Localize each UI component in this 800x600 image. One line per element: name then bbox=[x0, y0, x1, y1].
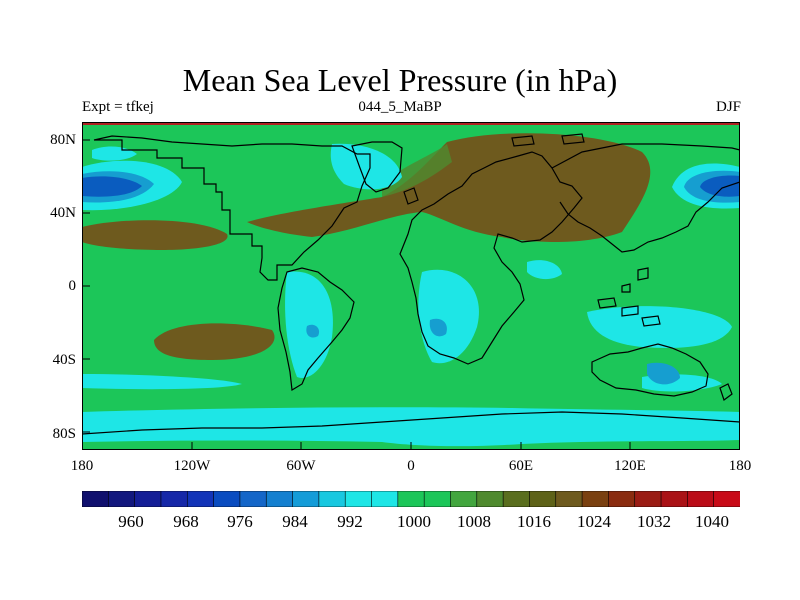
colorbar-label-1040: 1040 bbox=[695, 512, 729, 531]
top-strip bbox=[82, 122, 740, 125]
congo-core bbox=[429, 318, 447, 337]
uk-islands bbox=[403, 187, 419, 205]
australian-low bbox=[587, 306, 732, 348]
map-panel bbox=[82, 122, 740, 450]
colorbar-swatch bbox=[502, 491, 531, 507]
colorbar-swatch bbox=[608, 491, 636, 507]
indonesia-islands bbox=[597, 297, 661, 327]
colorbar-swatch bbox=[713, 491, 740, 507]
tick-marks bbox=[82, 139, 631, 450]
colorbar-label-992: 992 bbox=[337, 512, 363, 531]
period-label: 044_5_MaBP bbox=[358, 99, 442, 115]
south-american-low bbox=[285, 271, 333, 378]
australia-core bbox=[647, 362, 680, 385]
europe-africa-coast bbox=[399, 151, 583, 365]
aleutian-core-east-deep bbox=[700, 175, 740, 197]
north-atlantic-low bbox=[330, 143, 402, 190]
subtropical-high-west bbox=[82, 220, 228, 250]
colorbar-swatch bbox=[423, 491, 452, 507]
lon-label-120e: 120E bbox=[614, 458, 646, 474]
colorbar-swatch bbox=[529, 491, 557, 507]
high-olive-edge bbox=[382, 144, 452, 197]
colorbar-swatch bbox=[660, 491, 689, 507]
asia-coast bbox=[551, 143, 740, 253]
greenland-coast bbox=[351, 141, 403, 193]
pressure-map bbox=[82, 122, 740, 450]
colorbar-swatch bbox=[265, 491, 294, 507]
south-america-coast bbox=[277, 267, 355, 391]
colorbar-label-1016: 1016 bbox=[517, 512, 551, 531]
lat-label-40n: 40N bbox=[50, 205, 76, 221]
arctic-islands bbox=[511, 133, 585, 147]
colorbar-swatch bbox=[555, 491, 583, 507]
arabian-low-patch bbox=[527, 260, 562, 280]
lat-label-80n: 80N bbox=[50, 132, 76, 148]
colorbar-swatch bbox=[634, 491, 662, 507]
lon-label-180-right: 180 bbox=[728, 458, 752, 474]
colorbar-swatch bbox=[318, 491, 347, 507]
lat-label-0: 0 bbox=[68, 278, 77, 294]
north-america-coast bbox=[93, 135, 371, 281]
colorbar bbox=[82, 491, 740, 507]
aleutian-core-west-deep bbox=[82, 176, 142, 197]
colorbar-label-968: 968 bbox=[173, 512, 199, 531]
colorbar-swatch bbox=[160, 491, 189, 507]
colorbar-swatch bbox=[134, 491, 162, 507]
colorbar-label-1000: 1000 bbox=[397, 512, 431, 531]
lon-label-60e: 60E bbox=[508, 458, 534, 474]
lat-label-40s: 40S bbox=[52, 352, 76, 368]
colorbar-swatch bbox=[213, 491, 241, 507]
asian-high-region bbox=[247, 133, 651, 242]
colorbar-label-1024: 1024 bbox=[577, 512, 611, 531]
antarctica-coast bbox=[82, 411, 740, 435]
colorbar-swatch bbox=[344, 491, 373, 507]
new-zealand bbox=[719, 383, 733, 401]
lat-label-80s: 80S bbox=[52, 426, 76, 442]
colorbar-label-1032: 1032 bbox=[637, 512, 671, 531]
southern-ocean-low bbox=[82, 407, 740, 447]
colorbar-swatch bbox=[371, 491, 399, 507]
season-label: DJF bbox=[715, 99, 741, 115]
colorbar-swatch bbox=[108, 491, 136, 507]
colorbar-swatch bbox=[239, 491, 268, 507]
colorbar-swatch bbox=[450, 491, 478, 507]
colorbar-swatch bbox=[476, 491, 504, 507]
colorbar-swatch bbox=[82, 491, 110, 507]
lon-label-0: 0 bbox=[407, 458, 415, 474]
colorbar-swatch bbox=[397, 491, 425, 507]
japan-islands bbox=[621, 267, 649, 293]
colorbar-swatch bbox=[687, 491, 715, 507]
coastlines bbox=[82, 133, 740, 435]
lon-label-180-left: 180 bbox=[70, 458, 94, 474]
colorbar-label-960: 960 bbox=[118, 512, 144, 531]
colorbar-label-1008: 1008 bbox=[457, 512, 491, 531]
colorbar-label-976: 976 bbox=[227, 512, 253, 531]
african-low bbox=[418, 269, 479, 364]
colorbar-label-984: 984 bbox=[282, 512, 308, 531]
lon-label-60w: 60W bbox=[286, 458, 316, 474]
colorbar-swatch bbox=[186, 491, 215, 507]
experiment-label: Expt = tfkej bbox=[82, 99, 154, 115]
amazon-core bbox=[306, 324, 320, 338]
colorbar-swatch bbox=[292, 491, 320, 507]
austral-low-north-strip bbox=[82, 374, 242, 390]
chart-title: Mean Sea Level Pressure (in hPa) bbox=[182, 62, 618, 98]
colorbar-swatch bbox=[581, 491, 610, 507]
lon-label-120w: 120W bbox=[173, 458, 211, 474]
south-pacific-high bbox=[154, 323, 275, 360]
australia-coast bbox=[591, 343, 709, 397]
